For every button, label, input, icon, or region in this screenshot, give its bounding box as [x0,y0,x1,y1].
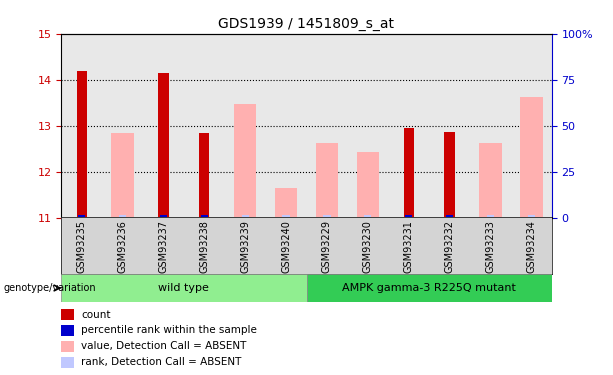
Text: value, Detection Call = ABSENT: value, Detection Call = ABSENT [81,341,246,351]
Bar [77,70,87,217]
Bar [306,274,552,302]
Bar [61,357,74,368]
Bar [112,132,134,218]
Bar [283,215,290,217]
Bar [242,215,249,217]
Text: AMPK gamma-3 R225Q mutant: AMPK gamma-3 R225Q mutant [342,283,516,293]
Text: GSM93231: GSM93231 [404,220,414,273]
Bar [403,128,414,218]
Text: GSM93240: GSM93240 [281,220,291,273]
Text: GSM93232: GSM93232 [444,220,454,273]
Bar [520,97,543,218]
Bar [234,104,256,218]
Bar [61,325,74,336]
Bar [528,215,535,217]
Text: GSM93239: GSM93239 [240,220,250,273]
Text: GSM93233: GSM93233 [485,220,495,273]
Bar [479,143,501,218]
Text: GSM93236: GSM93236 [118,220,128,273]
Bar [487,215,494,217]
Bar [316,143,338,218]
Bar [444,132,455,218]
Text: count: count [81,309,110,320]
Text: GSM93230: GSM93230 [363,220,373,273]
Bar [446,215,453,217]
Bar [275,188,297,218]
Bar [61,309,74,320]
Text: GSM93229: GSM93229 [322,220,332,273]
Bar [357,152,379,217]
Text: GSM93238: GSM93238 [199,220,209,273]
Text: GSM93237: GSM93237 [159,220,169,273]
Bar [364,215,371,217]
Text: GSM93235: GSM93235 [77,220,86,273]
Bar [61,340,74,352]
Text: rank, Detection Call = ABSENT: rank, Detection Call = ABSENT [81,357,242,368]
Title: GDS1939 / 1451809_s_at: GDS1939 / 1451809_s_at [218,17,395,32]
Bar [158,73,169,217]
Text: genotype/variation: genotype/variation [3,283,96,293]
Bar [119,215,126,217]
Bar [78,215,85,217]
Text: wild type: wild type [159,283,209,293]
Bar [405,215,413,217]
Bar [199,132,210,218]
Text: percentile rank within the sample: percentile rank within the sample [81,326,257,336]
Text: GSM93234: GSM93234 [527,220,536,273]
Bar [200,215,208,217]
Bar [61,274,306,302]
Bar [323,215,330,217]
Bar [160,215,167,217]
